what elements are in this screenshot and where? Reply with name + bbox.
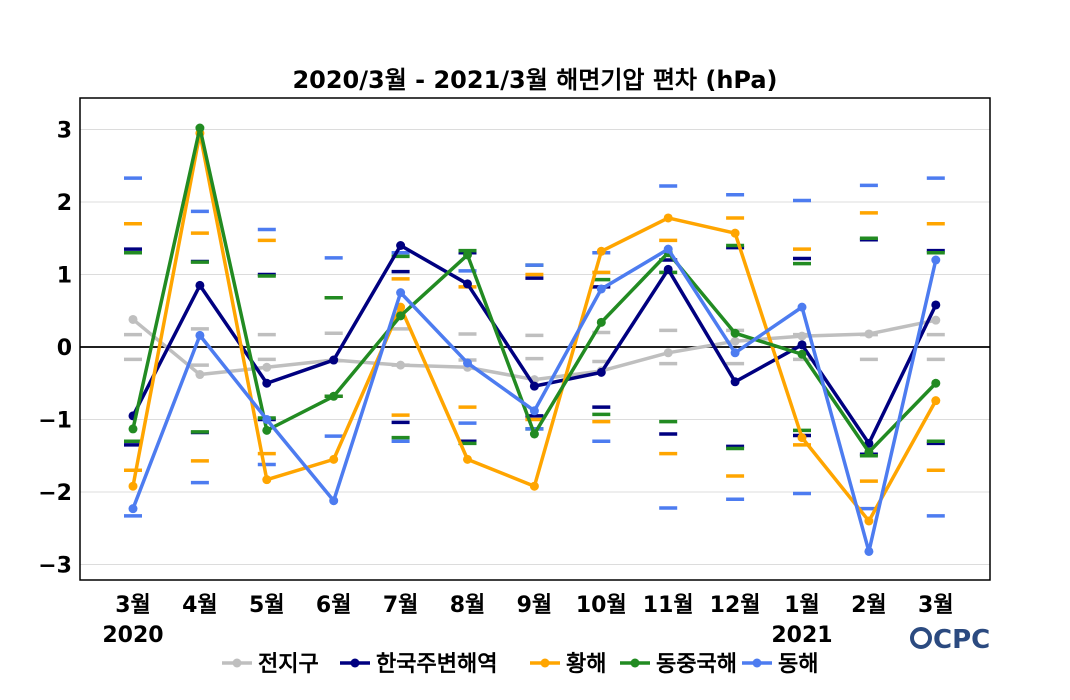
y-tick-label: −1	[38, 409, 72, 434]
plot-frame	[79, 97, 991, 581]
data-point	[396, 241, 406, 250]
data-point	[864, 516, 874, 526]
x-tick-label: 7월	[383, 593, 419, 618]
y-tick-label: 1	[57, 264, 72, 289]
data-point	[128, 424, 138, 434]
y-tick-label: 3	[57, 119, 72, 144]
x-tick-label: 9월	[517, 593, 553, 618]
data-point	[396, 360, 406, 370]
year-label: 2020	[102, 623, 163, 648]
y-tick-label: 0	[57, 336, 72, 361]
data-point	[262, 475, 272, 485]
data-point	[864, 546, 874, 556]
x-tick-label: 6월	[316, 593, 352, 618]
data-point	[596, 246, 606, 256]
data-point	[797, 433, 807, 443]
data-point	[396, 288, 406, 298]
data-point	[463, 454, 472, 464]
data-point	[730, 377, 740, 387]
x-tick-label: 3월	[115, 593, 151, 618]
data-point	[262, 378, 272, 388]
data-point	[195, 123, 205, 133]
legend-marker	[540, 658, 550, 668]
data-point	[529, 429, 539, 439]
data-point	[529, 381, 539, 391]
x-tick-label: 3월	[918, 593, 954, 618]
x-tick-label: 1월	[784, 593, 820, 618]
data-point	[195, 370, 205, 380]
legend-label: 동중국해	[656, 652, 737, 677]
legend-label: 한국주변해역	[376, 652, 497, 677]
data-point	[730, 328, 740, 338]
data-point	[864, 438, 874, 448]
x-tick-label: 5월	[249, 593, 285, 618]
data-point	[663, 348, 673, 358]
legend-marker	[630, 658, 640, 668]
data-point	[931, 300, 941, 310]
data-point	[195, 280, 205, 290]
data-point	[529, 406, 539, 416]
data-point	[931, 378, 941, 388]
x-tick-label: 4월	[182, 593, 218, 618]
legend-marker	[350, 658, 360, 668]
cpc-logo: CPC	[910, 625, 990, 655]
x-tick-label: 11월	[643, 593, 694, 618]
data-point	[730, 228, 740, 238]
year-label: 2021	[771, 623, 832, 648]
data-point	[663, 213, 673, 223]
x-tick-label: 2월	[851, 593, 887, 618]
data-point	[463, 358, 472, 368]
y-tick-label: −2	[38, 481, 72, 506]
data-point	[864, 329, 874, 339]
data-point	[931, 315, 941, 325]
data-point	[128, 504, 138, 514]
data-point	[128, 481, 138, 491]
data-point	[128, 314, 138, 324]
data-point	[663, 244, 673, 254]
x-tick-label: 10월	[576, 593, 627, 618]
data-point	[529, 481, 539, 491]
data-point	[329, 391, 339, 401]
series-line	[131, 131, 938, 523]
data-point	[329, 454, 339, 464]
chart-title: 2020/3월 - 2021/3월 해면기압 편차 (hPa)	[292, 66, 777, 94]
data-point	[262, 415, 272, 424]
data-point	[596, 284, 606, 294]
data-point	[329, 355, 339, 365]
legend-marker	[232, 658, 242, 668]
data-point	[596, 317, 606, 327]
series-line	[131, 247, 938, 554]
data-point	[262, 362, 272, 372]
data-point	[931, 396, 941, 406]
x-tick-label: 8월	[450, 593, 486, 618]
data-point	[329, 496, 339, 506]
data-point	[663, 264, 673, 274]
data-point	[262, 425, 272, 435]
y-tick-label: 2	[57, 191, 72, 216]
data-point	[797, 340, 807, 350]
y-tick-label: −3	[38, 554, 72, 579]
data-point	[864, 447, 874, 457]
data-point	[797, 331, 807, 341]
data-point	[195, 330, 205, 340]
data-point	[463, 250, 472, 260]
data-point	[797, 302, 807, 312]
data-point	[596, 367, 606, 377]
legend-marker	[752, 658, 762, 668]
legend-label: 전지구	[258, 652, 319, 677]
data-point	[931, 255, 941, 265]
legend-label: 황해	[566, 652, 606, 677]
data-point	[730, 348, 740, 358]
logo-text: CPC	[933, 625, 990, 655]
data-point	[797, 349, 807, 359]
x-tick-label: 12월	[710, 593, 761, 618]
data-point	[463, 279, 472, 289]
data-point	[730, 336, 740, 346]
legend-label: 동해	[778, 652, 818, 677]
data-point	[396, 311, 406, 321]
